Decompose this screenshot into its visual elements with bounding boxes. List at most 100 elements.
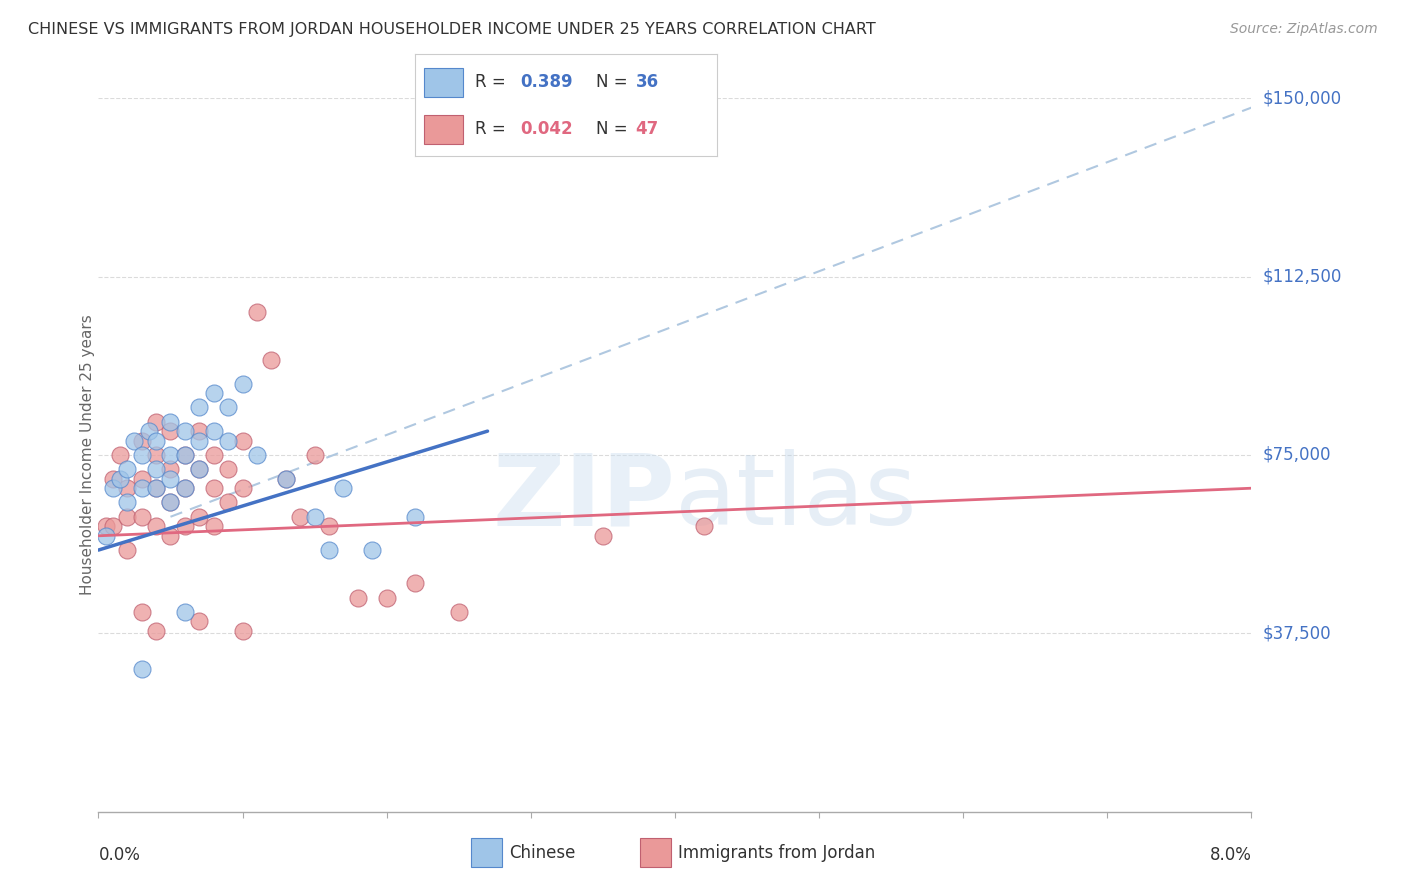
- Point: [405, 576, 427, 591]
- Point: [159, 448, 181, 462]
- Point: [231, 434, 254, 448]
- Point: [101, 472, 124, 486]
- FancyBboxPatch shape: [423, 115, 463, 144]
- Point: [159, 495, 181, 509]
- Text: N =: N =: [596, 120, 633, 138]
- Point: [174, 424, 197, 438]
- Point: [217, 462, 239, 476]
- Point: [246, 448, 269, 462]
- Point: [217, 495, 239, 509]
- Text: 36: 36: [636, 73, 658, 91]
- Point: [174, 448, 197, 462]
- Point: [304, 448, 326, 462]
- Point: [188, 615, 211, 629]
- Point: [174, 605, 197, 619]
- Point: [447, 605, 470, 619]
- Text: R =: R =: [475, 120, 512, 138]
- Point: [202, 448, 225, 462]
- Point: [174, 519, 197, 533]
- Point: [145, 624, 167, 638]
- Point: [202, 481, 225, 495]
- Point: [592, 529, 614, 543]
- Point: [217, 434, 239, 448]
- Point: [159, 529, 181, 543]
- Point: [131, 509, 153, 524]
- Point: [94, 529, 117, 543]
- Point: [361, 543, 384, 558]
- Text: $112,500: $112,500: [1263, 268, 1341, 285]
- Point: [131, 662, 153, 676]
- Point: [145, 448, 167, 462]
- Point: [188, 462, 211, 476]
- Point: [318, 519, 340, 533]
- Point: [332, 481, 354, 495]
- Point: [131, 472, 153, 486]
- Point: [117, 481, 138, 495]
- Point: [274, 472, 297, 486]
- Point: [108, 448, 131, 462]
- Text: 47: 47: [636, 120, 658, 138]
- Point: [174, 481, 197, 495]
- Point: [159, 424, 181, 438]
- Point: [202, 519, 225, 533]
- Point: [188, 434, 211, 448]
- Point: [188, 424, 211, 438]
- Point: [231, 376, 254, 391]
- Point: [159, 495, 181, 509]
- Point: [693, 519, 716, 533]
- Text: $75,000: $75,000: [1263, 446, 1331, 464]
- Text: $150,000: $150,000: [1263, 89, 1341, 107]
- Text: 8.0%: 8.0%: [1209, 846, 1251, 863]
- Point: [246, 305, 269, 319]
- Text: Immigrants from Jordan: Immigrants from Jordan: [678, 844, 875, 862]
- Point: [145, 415, 167, 429]
- Point: [145, 462, 167, 476]
- Point: [159, 415, 181, 429]
- Point: [145, 481, 167, 495]
- Point: [290, 509, 312, 524]
- Y-axis label: Householder Income Under 25 years: Householder Income Under 25 years: [80, 315, 94, 595]
- Point: [375, 591, 398, 605]
- Point: [138, 424, 160, 438]
- Text: 0.389: 0.389: [520, 73, 574, 91]
- Point: [174, 481, 197, 495]
- Point: [159, 472, 181, 486]
- Text: CHINESE VS IMMIGRANTS FROM JORDAN HOUSEHOLDER INCOME UNDER 25 YEARS CORRELATION : CHINESE VS IMMIGRANTS FROM JORDAN HOUSEH…: [28, 22, 876, 37]
- Point: [94, 519, 117, 533]
- Point: [202, 386, 225, 401]
- Point: [304, 509, 326, 524]
- Point: [108, 472, 131, 486]
- Point: [188, 462, 211, 476]
- Text: Source: ZipAtlas.com: Source: ZipAtlas.com: [1230, 22, 1378, 37]
- Point: [131, 605, 153, 619]
- Point: [131, 434, 153, 448]
- Point: [131, 448, 153, 462]
- Text: N =: N =: [596, 73, 633, 91]
- Point: [231, 481, 254, 495]
- Text: atlas: atlas: [675, 450, 917, 546]
- Point: [101, 481, 124, 495]
- Point: [260, 352, 283, 367]
- Text: ZIP: ZIP: [492, 450, 675, 546]
- Point: [117, 509, 138, 524]
- Point: [346, 591, 368, 605]
- Point: [131, 481, 153, 495]
- Point: [202, 424, 225, 438]
- Point: [101, 519, 124, 533]
- Point: [217, 401, 239, 415]
- Point: [145, 481, 167, 495]
- Point: [231, 624, 254, 638]
- Point: [274, 472, 297, 486]
- Point: [188, 401, 211, 415]
- Point: [188, 509, 211, 524]
- Point: [318, 543, 340, 558]
- Text: $37,500: $37,500: [1263, 624, 1331, 642]
- Text: R =: R =: [475, 73, 512, 91]
- Text: 0.0%: 0.0%: [98, 846, 141, 863]
- Point: [174, 448, 197, 462]
- Point: [145, 519, 167, 533]
- Point: [117, 462, 138, 476]
- FancyBboxPatch shape: [423, 68, 463, 96]
- Point: [124, 434, 146, 448]
- Point: [145, 434, 167, 448]
